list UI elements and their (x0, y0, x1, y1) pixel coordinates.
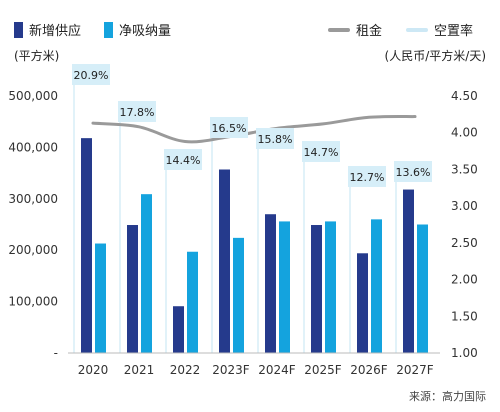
supply-bar (81, 138, 92, 353)
absorption-bar (325, 221, 336, 353)
vacancy-label: 12.7% (350, 171, 385, 184)
supply-bar (311, 225, 322, 353)
vacancy-label-bg (210, 117, 248, 138)
legend-vacancy-label: 空置率 (434, 24, 474, 39)
right-axis-tick-label: 1.00 (451, 346, 478, 360)
right-axis-tick-label: 2.50 (451, 236, 478, 250)
legend-rent-swatch (328, 27, 350, 32)
legend-rent-label: 租金 (356, 24, 383, 39)
legend-supply-swatch (14, 21, 23, 38)
vacancy-label-bg (118, 101, 156, 122)
right-axis-tick-label: 3.00 (451, 199, 478, 213)
x-axis-tick-label: 2026F (350, 363, 388, 377)
legend-rent: 租金 (328, 20, 382, 39)
left-axis-tick-label: 100,000 (8, 295, 58, 309)
x-axis-tick-label: 2027F (396, 363, 434, 377)
right-axis-tick-label: 3.50 (451, 162, 478, 176)
supply-bar (219, 169, 230, 353)
supply-bar (357, 253, 368, 353)
left-axis-unit: (平方米) (14, 49, 60, 63)
rent-line (91, 115, 417, 144)
absorption-bar (279, 221, 290, 353)
legend-vacancy: 空置率 (406, 20, 473, 39)
vacancy-label-bg (394, 161, 432, 182)
supply-bar (127, 225, 138, 353)
legend-supply: 新增供应 (14, 20, 81, 39)
legend-vacancy-swatch (406, 27, 428, 32)
x-axis-tick-label: 2022 (170, 363, 201, 377)
x-axis-tick-label: 2020 (78, 363, 109, 377)
left-axis-tick-label: 200,000 (8, 243, 58, 257)
left-axis-tick-label: 300,000 (8, 192, 58, 206)
left-axis-tick-label: 500,000 (8, 89, 58, 103)
x-axis-tick-label: 2021 (124, 363, 155, 377)
vacancy-label: 15.8% (258, 133, 293, 146)
right-axis-tick-label: 1.50 (451, 309, 478, 323)
vacancy-label-bg (348, 166, 386, 187)
right-axis-unit: (人民币/平方米/天) (384, 49, 486, 63)
absorption-bar (187, 251, 198, 353)
left-axis-tick-label: - (54, 346, 58, 360)
x-axis-tick-label: 2025F (304, 363, 342, 377)
vacancy-label: 17.8% (120, 106, 155, 119)
legend-absorption-swatch (104, 21, 113, 38)
x-axis-tick-label: 2023F (212, 363, 250, 377)
right-axis-tick-label: 2.00 (451, 273, 478, 287)
legend-supply-label: 新增供应 (29, 24, 82, 39)
right-axis-tick-label: 4.00 (451, 126, 478, 140)
source-note: 来源：高力国际 (409, 390, 486, 403)
absorption-bar (417, 224, 428, 353)
absorption-bar (95, 243, 106, 353)
vacancy-label: 14.7% (304, 146, 339, 159)
vacancy-label: 16.5% (212, 122, 247, 135)
legend-absorption-label: 净吸纳量 (119, 24, 172, 39)
absorption-bar (371, 219, 382, 353)
vacancy-label-bg (164, 149, 202, 170)
supply-bar (403, 189, 414, 353)
legend-absorption: 净吸纳量 (104, 20, 171, 39)
vacancy-label-bg (72, 64, 110, 85)
supply-bar (173, 306, 184, 353)
vacancy-label-bg (256, 128, 294, 149)
vacancy-label: 14.4% (166, 154, 201, 167)
right-axis-tick-label: 4.50 (451, 89, 478, 103)
left-axis-tick-label: 400,000 (8, 140, 58, 154)
vacancy-label: 13.6% (396, 166, 431, 179)
absorption-bar (141, 194, 152, 353)
vacancy-label: 20.9% (74, 69, 109, 82)
x-axis-tick-label: 2024F (258, 363, 296, 377)
vacancy-label-bg (302, 141, 340, 162)
supply-bar (265, 214, 276, 353)
absorption-bar (233, 237, 244, 353)
